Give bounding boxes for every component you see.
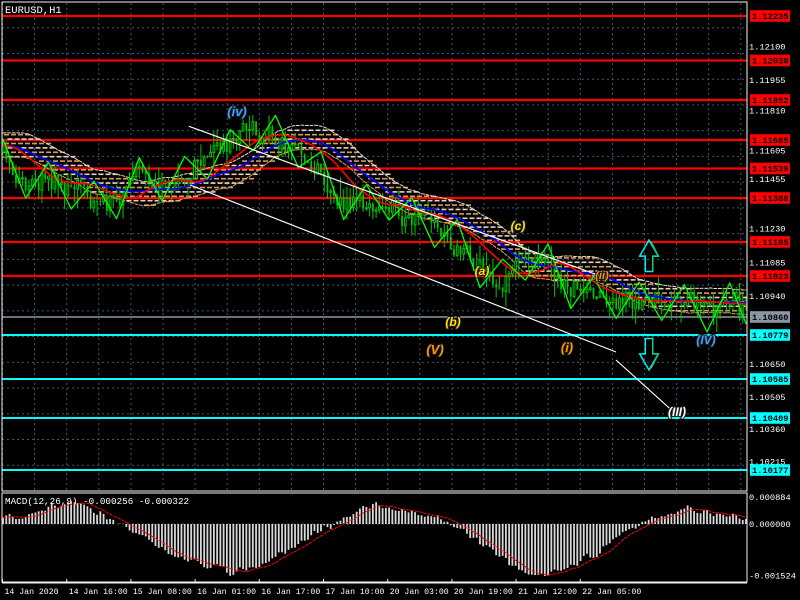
svg-text:16 Jan 01:00: 16 Jan 01:00 bbox=[197, 588, 256, 597]
svg-text:1.10860: 1.10860 bbox=[752, 313, 789, 323]
svg-text:1.11955: 1.11955 bbox=[749, 76, 786, 86]
svg-text:1.11539: 1.11539 bbox=[752, 164, 789, 174]
svg-text:1.11085: 1.11085 bbox=[749, 258, 786, 268]
svg-text:1.11230: 1.11230 bbox=[749, 224, 786, 234]
svg-text:15 Jan 08:00: 15 Jan 08:00 bbox=[133, 588, 192, 597]
svg-text:(V): (V) bbox=[426, 342, 443, 357]
svg-text:1.10585: 1.10585 bbox=[752, 375, 789, 385]
svg-text:1.11388: 1.11388 bbox=[752, 194, 789, 204]
svg-text:1.12235: 1.12235 bbox=[752, 12, 789, 22]
svg-text:(b): (b) bbox=[445, 315, 460, 329]
svg-text:22 Jan 05:00: 22 Jan 05:00 bbox=[582, 588, 641, 597]
svg-text:(a): (a) bbox=[475, 264, 490, 278]
svg-text:16 Jan 17:00: 16 Jan 17:00 bbox=[261, 588, 320, 597]
svg-text:20 Jan 03:00: 20 Jan 03:00 bbox=[390, 588, 449, 597]
svg-text:1.11810: 1.11810 bbox=[749, 106, 786, 116]
svg-text:-0.001524: -0.001524 bbox=[749, 572, 796, 582]
svg-text:(III): (III) bbox=[668, 405, 686, 419]
svg-text:17 Jan 10:00: 17 Jan 10:00 bbox=[326, 588, 385, 597]
svg-text:1.11685: 1.11685 bbox=[752, 136, 789, 146]
svg-text:0.000000: 0.000000 bbox=[749, 520, 791, 530]
svg-text:1.10505: 1.10505 bbox=[749, 393, 786, 403]
svg-text:21 Jan 12:00: 21 Jan 12:00 bbox=[518, 588, 577, 597]
svg-text:1.10650: 1.10650 bbox=[749, 360, 786, 370]
svg-text:1.11605: 1.11605 bbox=[749, 146, 786, 156]
svg-text:1.12038: 1.12038 bbox=[752, 56, 789, 66]
svg-text:(i): (i) bbox=[561, 340, 573, 355]
svg-text:14 Jan 2020: 14 Jan 2020 bbox=[5, 588, 59, 597]
svg-text:(iv): (iv) bbox=[227, 104, 247, 119]
svg-text:(ii): (ii) bbox=[595, 270, 609, 282]
svg-text:EURUSD,H1: EURUSD,H1 bbox=[5, 5, 62, 17]
svg-text:1.10360: 1.10360 bbox=[749, 425, 786, 435]
svg-text:1.11023: 1.11023 bbox=[752, 272, 789, 282]
svg-text:1.12100: 1.12100 bbox=[749, 42, 786, 52]
svg-text:1.10779: 1.10779 bbox=[752, 331, 789, 341]
svg-text:1.11852: 1.11852 bbox=[752, 96, 789, 106]
svg-text:20 Jan 19:00: 20 Jan 19:00 bbox=[454, 588, 513, 597]
svg-text:14 Jan 16:00: 14 Jan 16:00 bbox=[69, 588, 128, 597]
svg-text:1.10940: 1.10940 bbox=[749, 292, 786, 302]
svg-text:1.10409: 1.10409 bbox=[752, 414, 789, 424]
svg-text:1.11185: 1.11185 bbox=[752, 238, 789, 248]
svg-text:MACD(12,26,9) -0.000256 -0.000: MACD(12,26,9) -0.000256 -0.000322 bbox=[5, 496, 189, 507]
svg-text:(c): (c) bbox=[511, 219, 526, 233]
svg-text:0.000884: 0.000884 bbox=[749, 493, 791, 503]
svg-text:1.11455: 1.11455 bbox=[749, 175, 786, 185]
svg-text:(IV): (IV) bbox=[696, 333, 715, 347]
svg-text:1.10177: 1.10177 bbox=[752, 466, 789, 476]
